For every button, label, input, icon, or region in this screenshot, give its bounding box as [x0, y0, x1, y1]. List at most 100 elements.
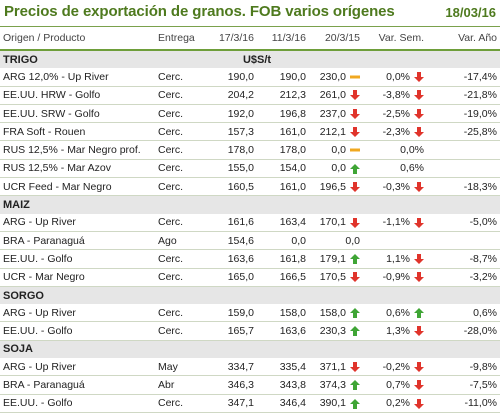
price-cell-2: 335,4 [257, 358, 309, 377]
price-table: Origen / Producto Entrega 17/3/16 11/3/1… [0, 27, 500, 413]
delivery-cell: Cerc. [155, 394, 205, 413]
product-cell: EE.UU. - Golfo [0, 321, 155, 341]
var-week-value: 0,0% [400, 144, 424, 157]
section-spacer [155, 195, 205, 214]
section-spacer [309, 49, 500, 69]
arrow-down-icon [350, 108, 360, 119]
unit-label [205, 339, 309, 359]
arrow-up-icon [350, 163, 360, 174]
price-cell-1: 160,5 [205, 177, 257, 197]
delivery-cell: Abr [155, 375, 205, 395]
unit-label: U$S/t [205, 49, 309, 69]
var-week-value: 0,6% [400, 162, 424, 175]
price-cell-2: 212,3 [257, 86, 309, 105]
price-cell-3: 0,0 [309, 140, 363, 160]
var-week-value: -3,8% [382, 89, 410, 102]
price-cell-1: 334,7 [205, 358, 257, 377]
price-value-3: 0,0 [331, 162, 346, 175]
section-name: TRIGO [0, 49, 155, 69]
price-cell-2: 161,0 [257, 177, 309, 197]
product-cell: ARG - Up River [0, 304, 155, 323]
report-date: 18/03/16 [445, 5, 496, 20]
price-cell-2: 346,4 [257, 394, 309, 413]
price-cell-2: 161,8 [257, 249, 309, 269]
var-week-cell: -3,8% [363, 86, 427, 105]
var-year-cell: -8,7% [427, 249, 500, 269]
arrow-up-icon [350, 308, 360, 319]
price-cell-2: 163,6 [257, 321, 309, 341]
arrow-down-icon [414, 72, 424, 83]
section-name: SORGO [0, 285, 155, 305]
product-cell: ARG 12,0% - Up River [0, 68, 155, 87]
var-week-value: -2,3% [382, 125, 410, 138]
product-cell: UCR - Mar Negro [0, 268, 155, 287]
price-cell-3: 196,5 [309, 177, 363, 197]
price-cell-1: 178,0 [205, 140, 257, 160]
price-cell-1: 154,6 [205, 231, 257, 251]
price-value-3: 230,3 [319, 325, 346, 338]
section-spacer [155, 339, 205, 359]
price-cell-1: 157,3 [205, 122, 257, 142]
delivery-cell: Cerc. [155, 321, 205, 341]
arrow-down-icon [414, 398, 424, 409]
section-spacer [155, 49, 205, 69]
delivery-cell: Cerc. [155, 213, 205, 232]
delivery-cell: Cerc. [155, 68, 205, 87]
price-cell-1: 347,1 [205, 394, 257, 413]
table-row: ARG 12,0% - Up River Cerc. 190,0 190,0 230,0… [0, 68, 500, 87]
price-value-3: 170,5 [319, 271, 346, 284]
header-row: Origen / Producto Entrega 17/3/16 11/3/1… [0, 27, 500, 51]
var-week-value: 0,6% [386, 306, 410, 319]
price-cell-1: 192,0 [205, 104, 257, 124]
price-cell-3: 261,0 [309, 86, 363, 105]
section-header: SORGO [0, 285, 500, 305]
var-week-value: -0,2% [382, 360, 410, 373]
delivery-cell: Ago [155, 231, 205, 251]
product-cell: ARG - Up River [0, 213, 155, 232]
var-year-cell [427, 231, 500, 251]
price-cell-3: 374,3 [309, 375, 363, 395]
section-spacer [309, 285, 500, 305]
arrow-down-icon [350, 272, 360, 283]
var-week-value: -1,1% [382, 216, 410, 229]
section-header: MAIZ [0, 195, 500, 214]
arrow-down-icon [414, 380, 424, 391]
price-value-3: 0,0 [331, 144, 346, 157]
var-year-cell: -5,0% [427, 213, 500, 232]
var-year-cell: -25,8% [427, 122, 500, 142]
table-row: FRA Soft - Rouen Cerc. 157,3 161,0 212,1 -2,3… [0, 122, 500, 142]
price-cell-3: 170,5 [309, 268, 363, 287]
unit-label [205, 195, 309, 214]
arrow-down-icon [414, 217, 424, 228]
arrow-down-icon [414, 361, 424, 372]
table-row: UCR Feed - Mar Negro Cerc. 160,5 161,0 196,5… [0, 177, 500, 197]
section-name: MAIZ [0, 195, 155, 214]
var-year-cell: -21,8% [427, 86, 500, 105]
product-cell: EE.UU. - Golfo [0, 394, 155, 413]
delivery-cell: Cerc. [155, 177, 205, 197]
arrow-down-icon [414, 108, 424, 119]
var-year-cell: -28,0% [427, 321, 500, 341]
report-title: Precios de exportación de granos. FOB va… [4, 3, 395, 20]
price-cell-1: 161,6 [205, 213, 257, 232]
price-cell-1: 163,6 [205, 249, 257, 269]
price-cell-2: 190,0 [257, 68, 309, 87]
arrow-up-icon [350, 326, 360, 337]
price-cell-3: 179,1 [309, 249, 363, 269]
var-year-cell [427, 159, 500, 179]
arrow-up-icon [350, 380, 360, 391]
table-row: EE.UU. - Golfo Cerc. 347,1 346,4 390,1 0,2% -1… [0, 394, 500, 413]
arrow-down-icon [350, 90, 360, 101]
var-week-cell: -0,2% [363, 358, 427, 377]
table-row: UCR - Mar Negro Cerc. 165,0 166,5 170,5 -0,9%… [0, 268, 500, 287]
price-cell-3: 0,0 [309, 159, 363, 179]
col-header-var-year: Var. Año [427, 27, 500, 51]
table-row: EE.UU. - Golfo Cerc. 165,7 163,6 230,3 1,3% -2… [0, 321, 500, 341]
price-cell-3: 230,3 [309, 321, 363, 341]
arrow-down-icon [414, 254, 424, 265]
table-row: RUS 12,5% - Mar Azov Cerc. 155,0 154,0 0,0 0,… [0, 159, 500, 179]
var-week-cell: -0,9% [363, 268, 427, 287]
delivery-cell: Cerc. [155, 268, 205, 287]
var-year-cell: -3,2% [427, 268, 500, 287]
var-week-cell: -2,3% [363, 122, 427, 142]
